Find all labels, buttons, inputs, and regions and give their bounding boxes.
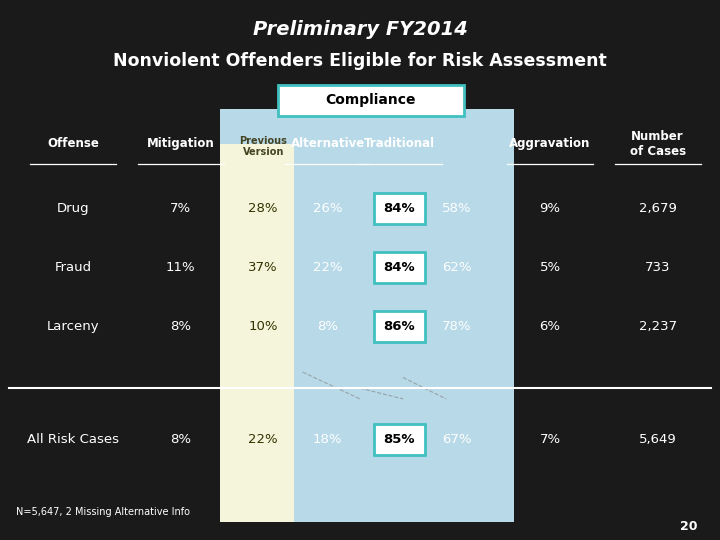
Text: Fraud: Fraud xyxy=(55,261,91,274)
FancyBboxPatch shape xyxy=(220,144,294,523)
Text: 22%: 22% xyxy=(313,261,343,274)
Text: Offense: Offense xyxy=(48,137,99,150)
Text: Number
of Cases: Number of Cases xyxy=(629,130,685,158)
Text: 85%: 85% xyxy=(384,433,415,446)
Text: Compliance: Compliance xyxy=(325,93,416,107)
Text: 62%: 62% xyxy=(442,261,472,274)
FancyBboxPatch shape xyxy=(374,311,425,342)
Text: 8%: 8% xyxy=(318,320,338,333)
Text: 7%: 7% xyxy=(170,202,192,215)
Text: 58%: 58% xyxy=(442,202,472,215)
Text: Drug: Drug xyxy=(57,202,89,215)
Text: 2,679: 2,679 xyxy=(639,202,677,215)
Text: Larceny: Larceny xyxy=(47,320,99,333)
Text: Aggravation: Aggravation xyxy=(509,137,590,150)
Text: 8%: 8% xyxy=(170,433,192,446)
FancyBboxPatch shape xyxy=(374,424,425,455)
Text: 8%: 8% xyxy=(170,320,192,333)
Text: Traditional: Traditional xyxy=(364,137,435,150)
Text: 733: 733 xyxy=(645,261,670,274)
Text: 5,649: 5,649 xyxy=(639,433,677,446)
Text: 84%: 84% xyxy=(384,202,415,215)
Text: All Risk Cases: All Risk Cases xyxy=(27,433,119,446)
Text: N=5,647, 2 Missing Alternative Info: N=5,647, 2 Missing Alternative Info xyxy=(16,507,190,517)
Text: Preliminary FY2014: Preliminary FY2014 xyxy=(253,20,467,39)
Text: 18%: 18% xyxy=(313,433,343,446)
Text: 2,237: 2,237 xyxy=(639,320,677,333)
FancyBboxPatch shape xyxy=(374,252,425,283)
Text: 11%: 11% xyxy=(166,261,196,274)
Text: 5%: 5% xyxy=(539,261,561,274)
Text: 22%: 22% xyxy=(248,433,278,446)
FancyBboxPatch shape xyxy=(374,193,425,224)
Text: 7%: 7% xyxy=(539,433,561,446)
FancyBboxPatch shape xyxy=(277,85,464,116)
Text: 20: 20 xyxy=(680,520,697,533)
Text: 6%: 6% xyxy=(539,320,561,333)
Text: 26%: 26% xyxy=(313,202,343,215)
FancyBboxPatch shape xyxy=(220,109,514,523)
Text: 28%: 28% xyxy=(248,202,278,215)
Text: Mitigation: Mitigation xyxy=(147,137,215,150)
Text: Previous
Version: Previous Version xyxy=(239,136,287,157)
Text: 9%: 9% xyxy=(539,202,561,215)
Text: 67%: 67% xyxy=(442,433,472,446)
Text: 84%: 84% xyxy=(384,261,415,274)
Text: 37%: 37% xyxy=(248,261,278,274)
Text: Nonviolent Offenders Eligible for Risk Assessment: Nonviolent Offenders Eligible for Risk A… xyxy=(113,52,607,70)
Text: 78%: 78% xyxy=(442,320,472,333)
Text: 86%: 86% xyxy=(384,320,415,333)
Text: 10%: 10% xyxy=(248,320,278,333)
Text: Alternative: Alternative xyxy=(291,137,365,150)
